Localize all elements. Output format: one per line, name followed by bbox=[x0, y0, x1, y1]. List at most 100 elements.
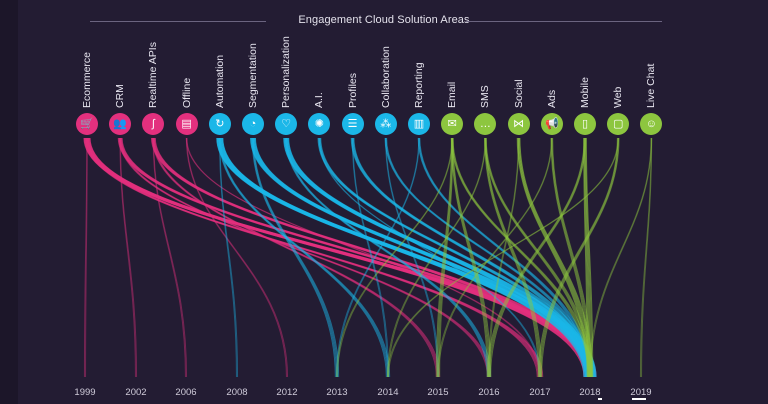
flow-strand bbox=[484, 137, 539, 378]
flow-a-i-to-2018 bbox=[317, 137, 594, 378]
flow-web-to-2017 bbox=[537, 137, 620, 378]
flow-strand bbox=[351, 137, 388, 378]
year-label-2008: 2008 bbox=[226, 387, 248, 398]
flow-strand bbox=[251, 137, 336, 378]
flow-strand bbox=[386, 137, 619, 378]
flow-strand bbox=[641, 137, 653, 378]
flow-strand bbox=[489, 137, 520, 378]
category-label-ecommerce: Ecommerce bbox=[81, 51, 93, 108]
year-label-2002: 2002 bbox=[125, 387, 147, 398]
category-label-mobile: Mobile bbox=[579, 77, 591, 108]
flow-strand bbox=[540, 137, 619, 378]
flow-mobile-to-2018 bbox=[583, 137, 594, 378]
flow-collaboration-to-2015 bbox=[385, 137, 440, 378]
flow-strand bbox=[541, 137, 620, 378]
flow-strand bbox=[451, 137, 491, 378]
flow-ads-to-2015 bbox=[436, 137, 553, 378]
year-label-1999: 1999 bbox=[74, 387, 96, 398]
category-label-sms: SMS bbox=[479, 85, 492, 108]
flow-strand bbox=[352, 137, 390, 378]
flow-strand bbox=[153, 137, 441, 378]
flow-live-chat-to-2019 bbox=[639, 137, 653, 378]
year-label-2012: 2012 bbox=[276, 387, 298, 398]
flow-email-to-2013 bbox=[335, 137, 453, 378]
flow-strand bbox=[385, 137, 438, 378]
category-label-crm: CRM bbox=[114, 84, 127, 108]
flow-strand bbox=[590, 137, 653, 378]
bars-icon: ▥ bbox=[408, 113, 430, 135]
flow-strand bbox=[318, 137, 540, 378]
flow-strand bbox=[584, 137, 590, 378]
flow-sms-to-2017 bbox=[484, 137, 543, 378]
flow-strand bbox=[335, 137, 453, 378]
flow-strand bbox=[87, 137, 544, 378]
flow-collaboration-to-2018 bbox=[384, 137, 593, 378]
flow-live-chat-to-2018 bbox=[588, 137, 653, 378]
category-label-offline: Offline bbox=[180, 77, 193, 108]
category-label-personalization: Personalization bbox=[280, 36, 293, 108]
flow-strand bbox=[186, 137, 289, 378]
marker-tick bbox=[632, 398, 646, 400]
flow-strand bbox=[385, 137, 440, 378]
flow-profiles-to-2014 bbox=[351, 137, 390, 378]
flow-strand bbox=[337, 137, 453, 378]
flow-strand bbox=[451, 137, 489, 378]
year-label-2019: 2019 bbox=[630, 387, 652, 398]
chart-title: Engagement Cloud Solution Areas bbox=[298, 14, 470, 26]
flow-offline-to-2017 bbox=[185, 137, 542, 378]
brain-icon: ✺ bbox=[308, 113, 331, 135]
flow-sms-to-2014 bbox=[386, 137, 487, 378]
envelope-icon: ✉ bbox=[441, 113, 464, 135]
flow-mobile-to-2016 bbox=[486, 137, 587, 378]
flow-strand bbox=[489, 137, 586, 378]
flow-segmentation-to-2013 bbox=[251, 137, 340, 378]
flow-strand bbox=[222, 137, 597, 378]
flow-strand bbox=[439, 137, 454, 378]
category-label-social: Social bbox=[512, 79, 525, 108]
flow-strand bbox=[486, 137, 585, 378]
flow-strand bbox=[485, 137, 542, 378]
flow-strand bbox=[585, 137, 594, 378]
category-label-segmentation: Segmentation bbox=[247, 43, 259, 108]
category-label-collaboration: Collaboration bbox=[379, 46, 392, 108]
flow-strand bbox=[516, 137, 588, 378]
year-label-2016: 2016 bbox=[478, 387, 500, 398]
flow-strand bbox=[337, 137, 420, 378]
flow-strand bbox=[484, 137, 540, 378]
flow-reporting-to-2013 bbox=[335, 137, 420, 378]
flow-strand bbox=[185, 137, 287, 378]
cycle-icon: ↻ bbox=[208, 113, 231, 135]
category-label-ads: Ads bbox=[545, 89, 558, 108]
year-label-2014: 2014 bbox=[377, 387, 399, 398]
flow-automation-to-2008 bbox=[219, 137, 239, 378]
flow-strand bbox=[153, 137, 188, 378]
browser-icon: ▢ bbox=[607, 113, 630, 135]
flow-strand bbox=[438, 137, 453, 378]
flow-strand bbox=[83, 137, 88, 378]
flow-strand bbox=[253, 137, 340, 378]
flow-web-to-2014 bbox=[386, 137, 619, 378]
flow-strand bbox=[319, 137, 542, 378]
chat-icon: ☺ bbox=[640, 113, 663, 135]
flow-strand bbox=[386, 137, 486, 378]
flow-email-to-2016 bbox=[450, 137, 492, 378]
flow-strand bbox=[335, 137, 420, 378]
flow-strand bbox=[119, 137, 136, 378]
title-rule-left bbox=[90, 21, 266, 22]
phone-icon: ▯ bbox=[574, 113, 596, 135]
flow-strand bbox=[286, 137, 492, 378]
title-rule-right bbox=[466, 21, 662, 22]
category-label-a-i: A.I. bbox=[313, 92, 326, 108]
share-icon: ⋈ bbox=[507, 113, 530, 135]
left-edge-strip bbox=[0, 0, 18, 404]
flow-strand bbox=[452, 137, 492, 378]
flow-automation-to-2014 bbox=[218, 137, 391, 378]
flow-strand bbox=[252, 137, 337, 378]
flow-personalization-to-2016 bbox=[284, 137, 492, 378]
flow-social-to-2016 bbox=[487, 137, 520, 378]
year-label-2015: 2015 bbox=[427, 387, 449, 398]
category-label-realtime-apis: Realtime APIs bbox=[147, 42, 160, 108]
flow-strand bbox=[219, 137, 239, 378]
